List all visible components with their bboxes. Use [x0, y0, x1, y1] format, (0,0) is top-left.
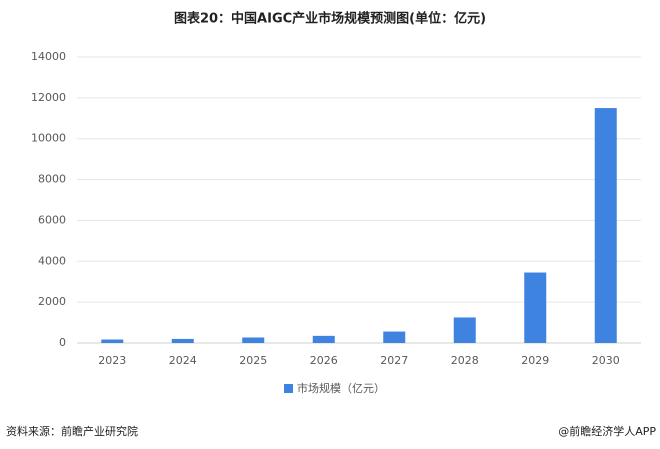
x-tick-label: 2023 — [98, 354, 126, 367]
x-tick-label: 2026 — [310, 354, 338, 367]
legend-label: 市场规模（亿元） — [297, 381, 385, 395]
bar — [594, 108, 617, 343]
bar — [524, 272, 547, 343]
bar — [453, 317, 476, 343]
y-tick-label: 6000 — [38, 213, 66, 226]
bar — [383, 331, 406, 343]
y-tick-label: 8000 — [38, 173, 66, 186]
y-tick-label: 14000 — [31, 50, 66, 63]
y-tick-label: 12000 — [31, 91, 66, 104]
x-tick-label: 2030 — [592, 354, 620, 367]
legend-swatch — [284, 384, 293, 393]
bar — [101, 339, 124, 343]
y-tick-label: 2000 — [38, 295, 66, 308]
chart-title: 图表20：中国AIGC产业市场规模预测图(单位：亿元) — [174, 11, 486, 27]
x-tick-label: 2029 — [521, 354, 549, 367]
x-tick-label: 2027 — [380, 354, 408, 367]
source-note: 资料来源：前瞻产业研究院 — [6, 424, 138, 438]
bar — [312, 335, 335, 343]
bar — [242, 337, 265, 343]
y-tick-label: 4000 — [38, 254, 66, 267]
y-tick-label: 0 — [59, 336, 66, 349]
credit-note: @前瞻经济学人APP — [558, 424, 656, 438]
x-tick-label: 2024 — [169, 354, 197, 367]
bar — [171, 338, 194, 343]
x-tick-label: 2025 — [239, 354, 267, 367]
x-tick-label: 2028 — [451, 354, 479, 367]
y-tick-label: 10000 — [31, 132, 66, 145]
